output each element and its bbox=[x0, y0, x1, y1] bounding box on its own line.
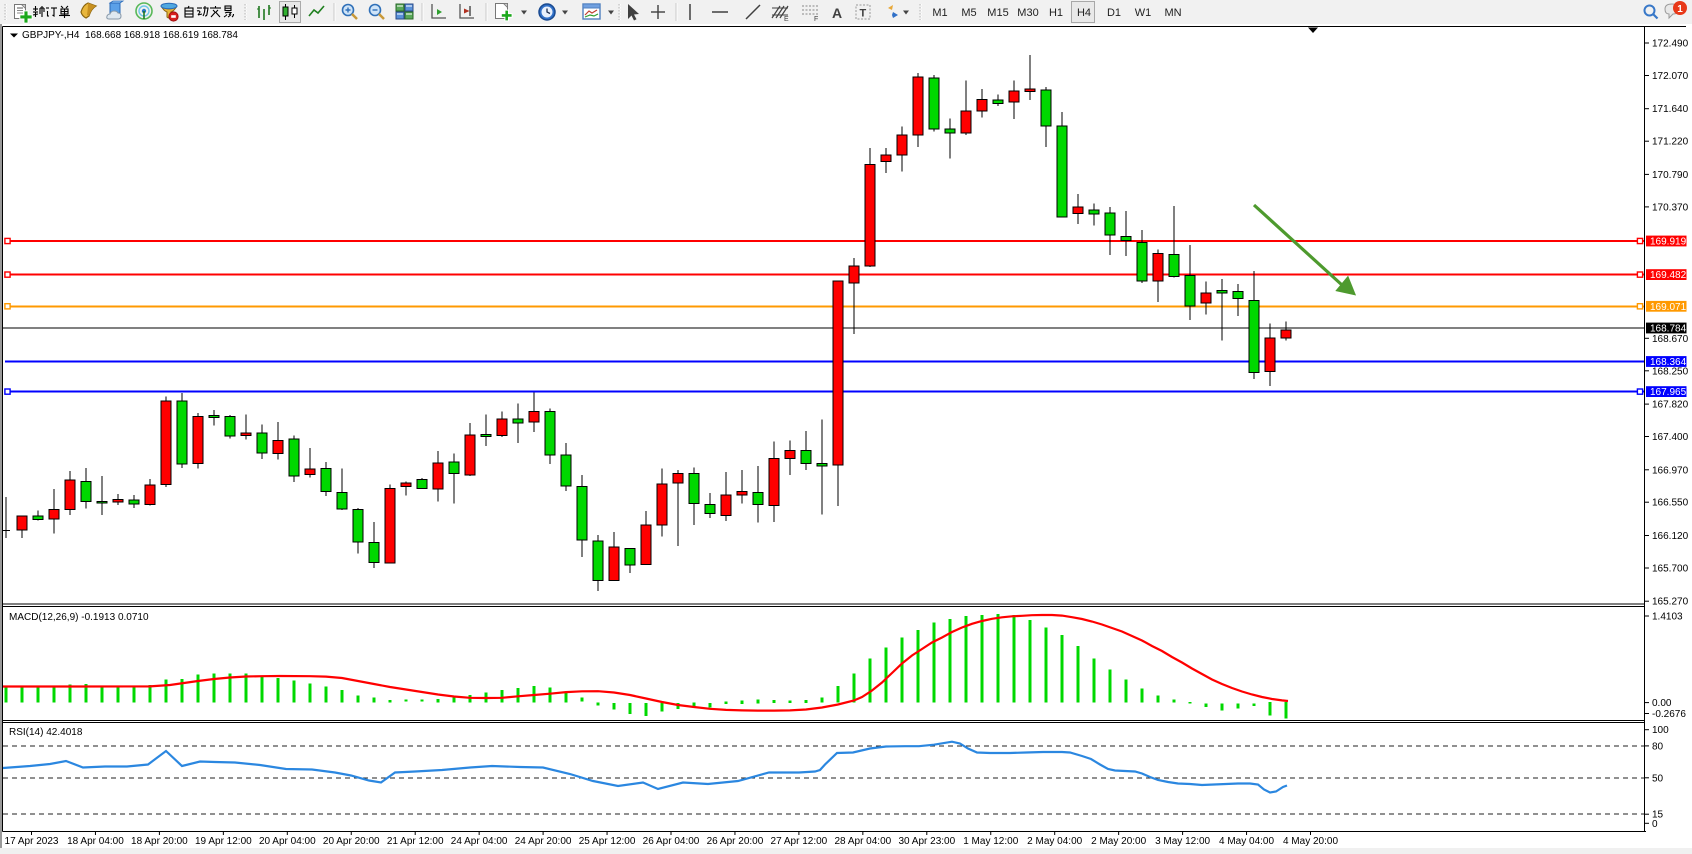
svg-text:H4: H4 bbox=[1077, 7, 1091, 19]
svg-text:172.490: 172.490 bbox=[1652, 39, 1689, 50]
svg-text:20 Apr 04:00: 20 Apr 04:00 bbox=[259, 836, 316, 847]
svg-text:165.700: 165.700 bbox=[1652, 564, 1689, 575]
svg-text:24 Apr 04:00: 24 Apr 04:00 bbox=[451, 836, 508, 847]
svg-text:28 Apr 04:00: 28 Apr 04:00 bbox=[834, 836, 891, 847]
svg-text:169.482: 169.482 bbox=[1650, 270, 1687, 281]
svg-text:4 May 04:00: 4 May 04:00 bbox=[1219, 836, 1274, 847]
svg-text:4 May 20:00: 4 May 20:00 bbox=[1283, 836, 1338, 847]
svg-text:T: T bbox=[860, 8, 867, 20]
svg-text:170.370: 170.370 bbox=[1652, 202, 1689, 213]
svg-text:M5: M5 bbox=[961, 7, 976, 19]
svg-text:19 Apr 12:00: 19 Apr 12:00 bbox=[195, 836, 252, 847]
svg-text:25 Apr 12:00: 25 Apr 12:00 bbox=[579, 836, 636, 847]
svg-text:GBPJPY-,H4 168.668 168.918 16: GBPJPY-,H4 168.668 168.918 168.619 168.7… bbox=[22, 30, 238, 41]
svg-text:167.400: 167.400 bbox=[1652, 432, 1689, 443]
svg-text:1: 1 bbox=[1677, 4, 1683, 15]
svg-text:169.071: 169.071 bbox=[1650, 302, 1687, 313]
svg-text:1 May 12:00: 1 May 12:00 bbox=[963, 836, 1018, 847]
svg-text:3 May 12:00: 3 May 12:00 bbox=[1155, 836, 1210, 847]
svg-text:24 Apr 20:00: 24 Apr 20:00 bbox=[515, 836, 572, 847]
svg-text:169.919: 169.919 bbox=[1650, 237, 1687, 248]
svg-text:20 Apr 20:00: 20 Apr 20:00 bbox=[323, 836, 380, 847]
svg-text:168.670: 168.670 bbox=[1652, 334, 1689, 345]
svg-text:50: 50 bbox=[1652, 773, 1664, 784]
svg-text:166.550: 166.550 bbox=[1652, 498, 1689, 509]
svg-text:18 Apr 04:00: 18 Apr 04:00 bbox=[67, 836, 124, 847]
svg-text:M1: M1 bbox=[932, 7, 947, 19]
svg-text:171.220: 171.220 bbox=[1652, 137, 1689, 148]
svg-text:165.270: 165.270 bbox=[1652, 597, 1689, 608]
svg-text:0.00: 0.00 bbox=[1652, 698, 1672, 709]
svg-text:167.965: 167.965 bbox=[1650, 387, 1687, 398]
svg-text:MACD(12,26,9) -0.1913 0.0710: MACD(12,26,9) -0.1913 0.0710 bbox=[9, 612, 149, 623]
svg-text:100: 100 bbox=[1652, 725, 1669, 736]
svg-text:167.820: 167.820 bbox=[1652, 400, 1689, 411]
svg-text:F: F bbox=[814, 16, 818, 23]
svg-text:-0.2676: -0.2676 bbox=[1652, 709, 1686, 720]
svg-text:1.4103: 1.4103 bbox=[1652, 612, 1683, 623]
svg-text:W1: W1 bbox=[1135, 7, 1152, 19]
svg-text:168.364: 168.364 bbox=[1650, 357, 1687, 368]
svg-text:E: E bbox=[784, 16, 789, 23]
svg-text:15: 15 bbox=[1652, 810, 1664, 821]
svg-text:H1: H1 bbox=[1049, 7, 1063, 19]
svg-text:RSI(14) 42.4018: RSI(14) 42.4018 bbox=[9, 727, 83, 738]
svg-text:0: 0 bbox=[1652, 819, 1658, 830]
svg-text:26 Apr 04:00: 26 Apr 04:00 bbox=[643, 836, 700, 847]
svg-text:MN: MN bbox=[1164, 7, 1181, 19]
svg-text:2 May 04:00: 2 May 04:00 bbox=[1027, 836, 1082, 847]
svg-text:170.790: 170.790 bbox=[1652, 170, 1689, 181]
svg-text:D1: D1 bbox=[1107, 7, 1121, 19]
svg-text:18 Apr 20:00: 18 Apr 20:00 bbox=[131, 836, 188, 847]
svg-text:M30: M30 bbox=[1017, 7, 1038, 19]
svg-text:30 Apr 23:00: 30 Apr 23:00 bbox=[898, 836, 955, 847]
svg-text:M15: M15 bbox=[987, 7, 1008, 19]
svg-text:168.250: 168.250 bbox=[1652, 366, 1689, 377]
svg-text:166.970: 166.970 bbox=[1652, 465, 1689, 476]
svg-text:21 Apr 12:00: 21 Apr 12:00 bbox=[387, 836, 444, 847]
svg-text:2 May 20:00: 2 May 20:00 bbox=[1091, 836, 1146, 847]
svg-text:A: A bbox=[832, 5, 842, 21]
svg-text:27 Apr 12:00: 27 Apr 12:00 bbox=[771, 836, 828, 847]
svg-text:26 Apr 20:00: 26 Apr 20:00 bbox=[707, 836, 764, 847]
svg-text:168.784: 168.784 bbox=[1650, 324, 1687, 335]
svg-text:171.640: 171.640 bbox=[1652, 104, 1689, 115]
svg-text:80: 80 bbox=[1652, 741, 1664, 752]
svg-text:17 Apr 2023: 17 Apr 2023 bbox=[5, 836, 59, 847]
svg-text:166.120: 166.120 bbox=[1652, 531, 1689, 542]
svg-text:172.070: 172.070 bbox=[1652, 71, 1689, 82]
